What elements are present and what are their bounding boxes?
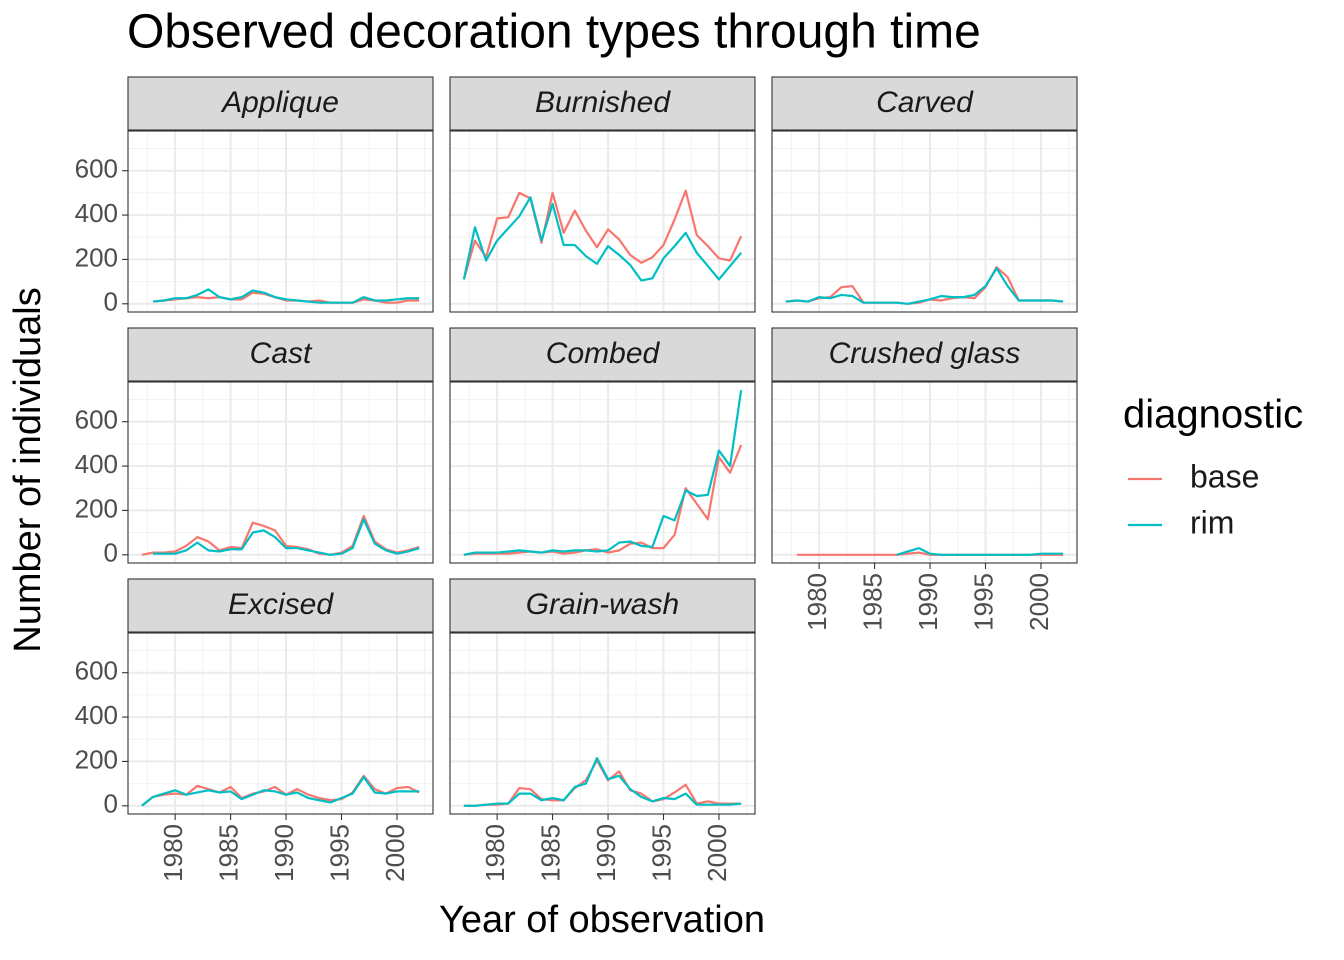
panel-background [772, 131, 1077, 312]
series-line [463, 757, 742, 807]
strip-text: Applique [220, 86, 339, 119]
y-tick-label: 400 [75, 198, 118, 228]
strip-text: Cast [250, 337, 313, 370]
y-tick-label: 0 [104, 789, 118, 819]
series-line [896, 547, 1064, 556]
y-tick-label: 600 [75, 154, 118, 184]
panel-border [771, 130, 1078, 313]
y-tick-label: 600 [75, 656, 118, 686]
x-tick-label: 1995 [646, 824, 676, 882]
strip [127, 578, 434, 633]
y-tick-label: 0 [104, 287, 118, 317]
x-tick-label: 1990 [269, 824, 299, 882]
panel-background [128, 131, 433, 312]
series-line [152, 288, 420, 304]
strip-text: Excised [228, 588, 334, 621]
y-tick-label: 400 [75, 700, 118, 730]
panel-background [450, 633, 755, 814]
series-line [463, 390, 743, 556]
y-tick-label: 600 [75, 405, 118, 435]
x-tick-label: 2000 [702, 824, 732, 882]
strip [127, 327, 434, 382]
strip-text: Burnished [535, 86, 671, 119]
x-tick-label: 1985 [535, 824, 565, 882]
panel-border [127, 130, 434, 313]
y-tick-label: 200 [75, 744, 118, 774]
x-tick-label: 1995 [324, 824, 354, 882]
chart-title: Observed decoration types through time [127, 6, 981, 59]
strip [449, 327, 756, 382]
panel-border [449, 381, 756, 564]
x-tick-label: 2000 [380, 824, 410, 882]
x-tick-label: 2000 [1024, 573, 1054, 631]
strip [127, 76, 434, 131]
x-tick-label: 1985 [213, 824, 243, 882]
series-line [152, 518, 420, 556]
strip [771, 327, 1078, 382]
x-tick-label: 1985 [857, 573, 887, 631]
panel-border [449, 130, 756, 313]
x-tick-label: 1980 [802, 573, 832, 631]
strip [449, 76, 756, 131]
x-tick-label: 1980 [158, 824, 188, 882]
panel-border [449, 632, 756, 815]
y-axis-title: Number of individuals [7, 287, 49, 652]
strip [771, 76, 1078, 131]
strip-text: Crushed glass [829, 337, 1021, 370]
strip-text: Grain-wash [526, 588, 679, 621]
panel-background [128, 382, 433, 563]
series-line [141, 775, 420, 807]
panel-border [127, 381, 434, 564]
strip-text: Combed [546, 337, 661, 370]
legend-label: base [1190, 458, 1259, 494]
x-tick-label: 1980 [480, 824, 510, 882]
x-tick-label: 1990 [591, 824, 621, 882]
panel-background [128, 633, 433, 814]
x-axis-title: Year of observation [439, 899, 765, 941]
y-tick-label: 400 [75, 449, 118, 479]
x-tick-label: 1995 [968, 573, 998, 631]
legend-label: rim [1190, 504, 1234, 540]
legend-title: diagnostic [1123, 393, 1303, 437]
series-line [462, 196, 742, 282]
strip-text: Carved [876, 86, 974, 119]
panel-border [127, 632, 434, 815]
strip [449, 578, 756, 633]
panel-background [772, 382, 1077, 563]
panel-background [450, 382, 755, 563]
y-tick-label: 200 [75, 493, 118, 523]
panel-border [771, 381, 1078, 564]
x-tick-label: 1990 [913, 573, 943, 631]
series-line [785, 267, 1064, 305]
series-line [462, 189, 743, 280]
y-tick-label: 0 [104, 538, 118, 568]
y-tick-label: 200 [75, 242, 118, 272]
